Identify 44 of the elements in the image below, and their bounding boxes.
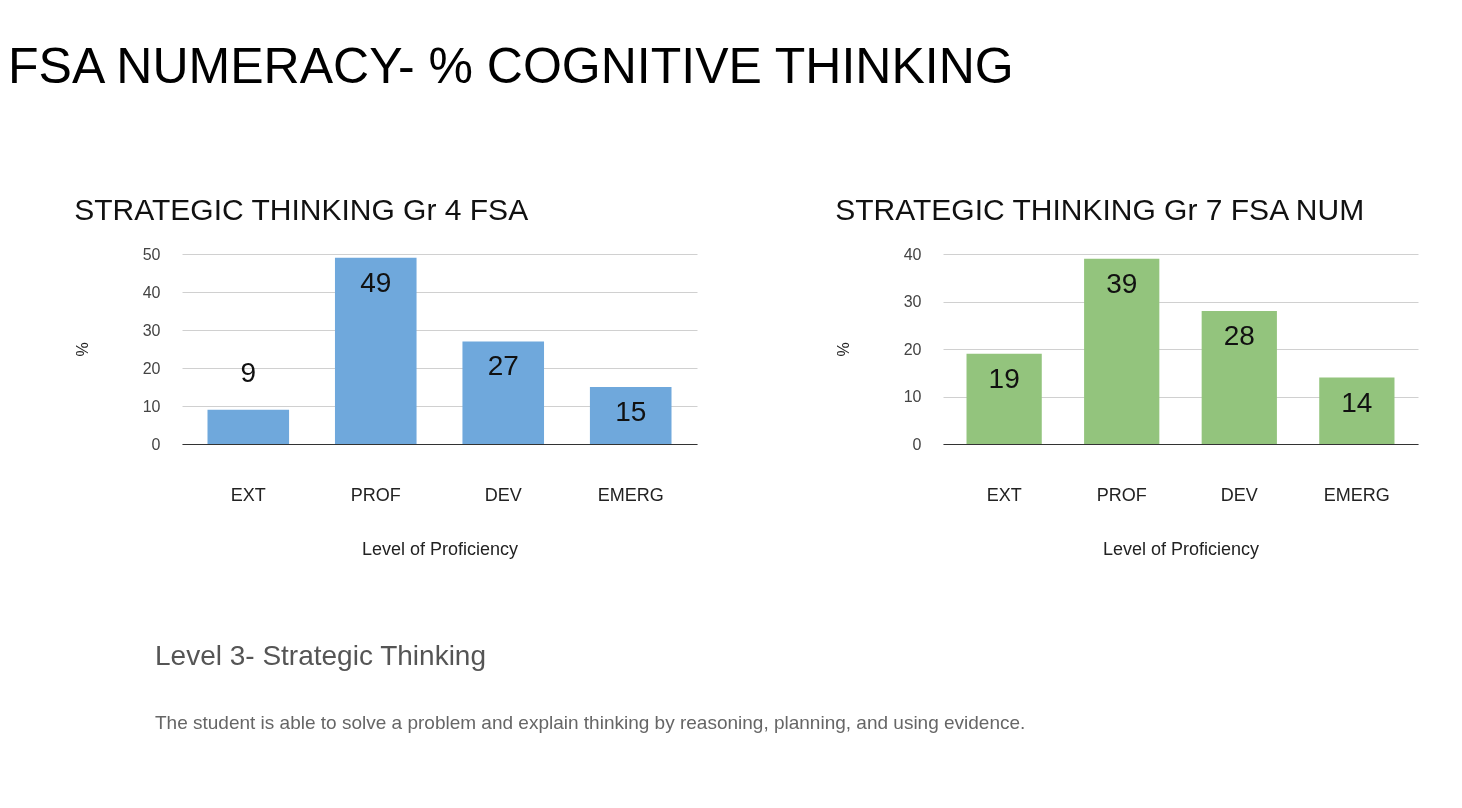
y-tick-label: 0: [151, 435, 161, 453]
x-tick-label: DEV: [1220, 484, 1258, 505]
data-label: 49: [360, 266, 392, 298]
text: FSA NUMERACY- % COGNITIVE THINKING: [8, 38, 1014, 94]
bar: [966, 353, 1042, 444]
bar: [207, 409, 290, 444]
y-tick-label: 40: [903, 245, 922, 263]
data-label: 39: [1106, 267, 1138, 299]
y-tick-label: 30: [903, 293, 922, 310]
bar: [1201, 311, 1277, 444]
y-tick-label: 20: [142, 359, 161, 377]
bar: [589, 387, 672, 444]
x-tick-label: EMERG: [597, 484, 664, 505]
y-tick-label: 0: [912, 435, 922, 453]
data-label: 15: [615, 396, 647, 427]
x-tick-label: DEV: [484, 484, 522, 505]
data-label: 19: [988, 362, 1020, 394]
data-label: 14: [1341, 386, 1373, 418]
chart-title: STRATEGIC THINKING Gr 4 FSA: [74, 193, 529, 226]
x-axis-title: Level of Proficiency: [361, 538, 519, 559]
y-tick-label: 40: [142, 283, 161, 301]
chart-title: STRATEGIC THINKING Gr 7 FSA NUM: [835, 193, 1365, 226]
text: The student is able to solve a problem and explain thinking by reasoning, planning, and using evidence.: [155, 712, 1026, 733]
x-tick-label: PROF: [1096, 484, 1147, 505]
x-tick-label: EXT: [986, 484, 1022, 505]
y-tick-label: 50: [142, 245, 161, 263]
data-label: 27: [487, 350, 519, 382]
text: Level 3- Strategic Thinking: [155, 640, 486, 671]
data-label: 9: [240, 356, 257, 388]
x-tick-label: EXT: [230, 484, 266, 505]
y-tick-label: 30: [142, 321, 161, 339]
y-axis-title: %: [834, 342, 852, 357]
data-label: 28: [1223, 320, 1255, 351]
bar: [334, 257, 417, 444]
x-tick-label: EMERG: [1323, 484, 1390, 505]
y-axis-title: %: [73, 342, 91, 357]
bar: [1084, 258, 1160, 444]
y-tick-label: 20: [903, 340, 922, 358]
x-axis-title: Level of Proficiency: [1102, 538, 1260, 559]
bar: [1319, 377, 1395, 444]
y-tick-label: 10: [142, 397, 161, 415]
bar: [462, 341, 545, 444]
y-tick-label: 10: [903, 388, 922, 405]
x-tick-label: PROF: [350, 484, 401, 505]
